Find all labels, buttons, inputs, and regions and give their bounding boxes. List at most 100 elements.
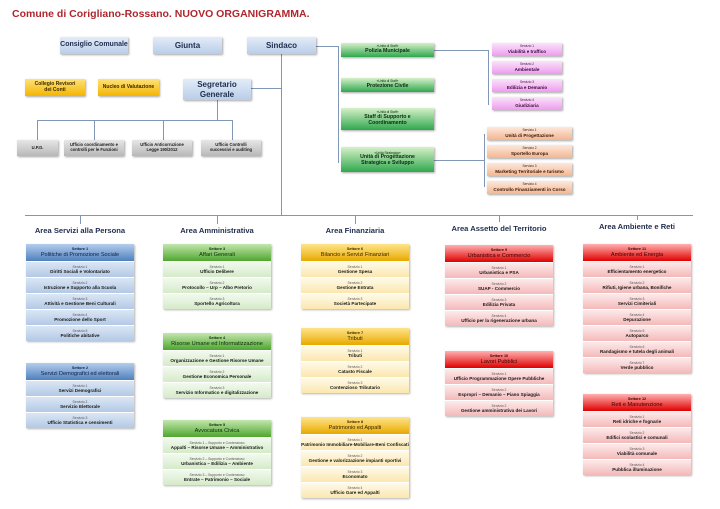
connector [217,100,218,120]
service-tag: Servizio 1 [347,264,363,269]
staff-unit-tag: «Unità di Staff» [376,79,399,84]
service-label: Catasto Fiscale [338,368,372,374]
service-tag: Servizio 4 [522,182,537,187]
connector [94,120,95,140]
service-label: Diritti Sociali e Volontariato [50,268,110,274]
staff-unit-tag: «Unità Strategica» [374,150,401,155]
service-row: Servizio 1 Servizi Demografici [26,380,134,396]
service-tag: Servizio 1 [209,264,225,269]
sector-block: Settore 5 Avvocatura Civica Servizio 1 – S… [163,420,271,485]
service-tag: Servizio 1 [629,414,645,419]
service-tag: Servizio 2 [491,281,507,286]
service-label: Edilizia e Demanio [506,84,548,90]
service-tag: Servizio 1 [347,348,363,353]
service-label: Verde pubblico [620,364,654,370]
service-tag: Servizio 2 [491,403,507,408]
service-row: Servizio 5 Autoparco [583,325,691,341]
service-row: Servizio 4 Pubblica illuminazione [583,459,691,475]
area-connector [80,215,81,224]
connector [37,120,233,121]
sector-block: Settore 2 Servizi Demografici ed elettora… [26,363,134,428]
connector [163,120,164,140]
service-label: Servizi Demografici [58,387,102,393]
segretario-office-box: Ufficio Anticorruzione Legge 190/2012 [132,140,192,156]
area-label: Area Servizi alla Persona [34,226,126,235]
service-tag: Servizio 1 [209,353,225,358]
service-label: Controllo Finanziamenti in Corso [493,186,566,192]
polizia-service-box: Servizio 1 Viabilità e traffico [492,43,562,56]
service-label: Randagismo e tutela degli animali [599,348,675,354]
service-label: Edilizia Privata [482,301,516,307]
service-row: Servizio 3 Società Partecipate [301,293,409,309]
service-label: Gestione Entrata [336,284,374,290]
sector-name: Patrimonio ed Appalti [328,424,382,431]
sector-number: Settore 5 [208,423,226,428]
sector-name: Bilancio e Servizi Finanziari [320,251,390,258]
polizia-service-box: Servizio 2 Ambientale [492,61,562,74]
service-row: Servizio 1 – Supporto e Contenzioso Appal… [163,437,271,453]
service-row: Servizio 2 Gestione amministrativa dei La… [445,400,553,416]
service-label: Ufficio Gare ed Appalti [330,489,380,495]
service-tag: Servizio 3 [491,297,507,302]
service-tag: Servizio 2 [347,364,363,369]
service-tag: Servizio 2 [72,280,88,285]
service-row: Servizio 1 Organizzazione e Gestione Riso… [163,350,271,366]
service-tag: Servizio 2 [491,387,507,392]
service-label: Viabilità comunale [616,450,658,456]
sector-header: Settore 11 Ambiente ed Energia [583,244,691,261]
service-tag: Servizio 2 [520,62,534,67]
service-row: Servizio 2 Protocollo – Urp – Albo Pretor… [163,277,271,293]
sector-name: Servizi Demografici ed elettorali [40,370,120,377]
service-label: Protocollo – Urp – Albo Pretorio [182,284,252,290]
service-tag: Servizio 1 [520,44,534,49]
sector-number: Settore 11 [627,247,647,252]
service-row: Servizio 2 Catasto Fiscale [301,361,409,377]
service-label: Tributi [347,352,363,358]
connector [488,50,489,105]
service-row: Servizio 3 Servizi Cimiteriali [583,293,691,309]
service-row: Servizio 4 Ufficio per la rigenerazione u… [445,310,553,326]
collegio-revisori-box: Collegio Revisori dei Conti [25,79,85,96]
sector-header: Settore 8 Patrimonio ed Appalti [301,417,409,434]
service-tag: Servizio 1 [72,264,88,269]
polizia-service-box: Servizio 3 Edilizia e Demanio [492,79,562,92]
service-tag: Servizio 2 [209,280,225,285]
segretario-generale-box: Segretario Generale [183,79,251,100]
service-row: Servizio 1 Diritti Sociali e Volontariato [26,261,134,277]
service-label: Appalti – Risorse Umane – Amministrativo [170,444,264,450]
service-row: Servizio 4 Promozione dello Sport [26,309,134,325]
service-label: Entrate – Patrimonio – Sociale [183,476,251,482]
service-row: Servizio 4 Ufficio Gare ed Appalti [301,482,409,498]
service-tag: Servizio 1 – Supporto e Contenzioso [189,440,245,445]
service-tag: Servizio 1 [629,264,645,269]
sector-number: Settore 6 [346,247,364,252]
service-tag: Servizio 1 [491,371,507,376]
service-label: Ufficio Programmazione Opere Pubbliche [453,375,545,381]
sector-block: Settore 8 Patrimonio ed Appalti Servizio 1… [301,417,409,498]
service-row: Servizio 1 Urbanistica e PSA [445,262,553,278]
sector-header: Settore 2 Servizi Demografici ed elettora… [26,363,134,380]
sector-block: Settore 6 Bilancio e Servizi Finanziari Se… [301,244,409,309]
service-label: Servizio Elettorale [60,403,100,409]
service-label: Efficientamento energetico [607,268,667,274]
sector-number: Settore 1 [71,247,89,252]
segretario-office-box: Ufficio coordinamento e controlli per le… [64,140,124,156]
progettazione-service-box: Servizio 3 Marketing Territoriale e turis… [487,163,572,176]
progettazione-service-box: Servizio 4 Controllo Finanziamenti in Cor… [487,181,572,194]
connector [434,160,484,161]
service-label: Politiche abitative [60,332,100,338]
connector [251,88,281,89]
service-tag: Servizio 3 [347,380,363,385]
service-row: Servizio 3 Servizio Informatico e digital… [163,382,271,398]
service-label: Sportello Europa [510,150,548,156]
service-tag: Servizio 4 [520,98,534,103]
sector-number: Settore 7 [346,331,364,336]
staff-unit-box: «Unità di Staff» Staff di Supporto e Coor… [341,108,434,130]
service-row: Servizio 1 Ufficio Programmazione Opere P… [445,368,553,384]
service-label: Espropri – Demanio – Piano Spiaggia [458,391,540,397]
sector-header: Settore 4 Risorse Umane ed Informatizzazi… [163,333,271,350]
service-label: Autoparco [625,332,649,338]
sector-number: Settore 3 [208,247,226,252]
sector-header: Settore 1 Politiche di Promozione Sociale [26,244,134,261]
